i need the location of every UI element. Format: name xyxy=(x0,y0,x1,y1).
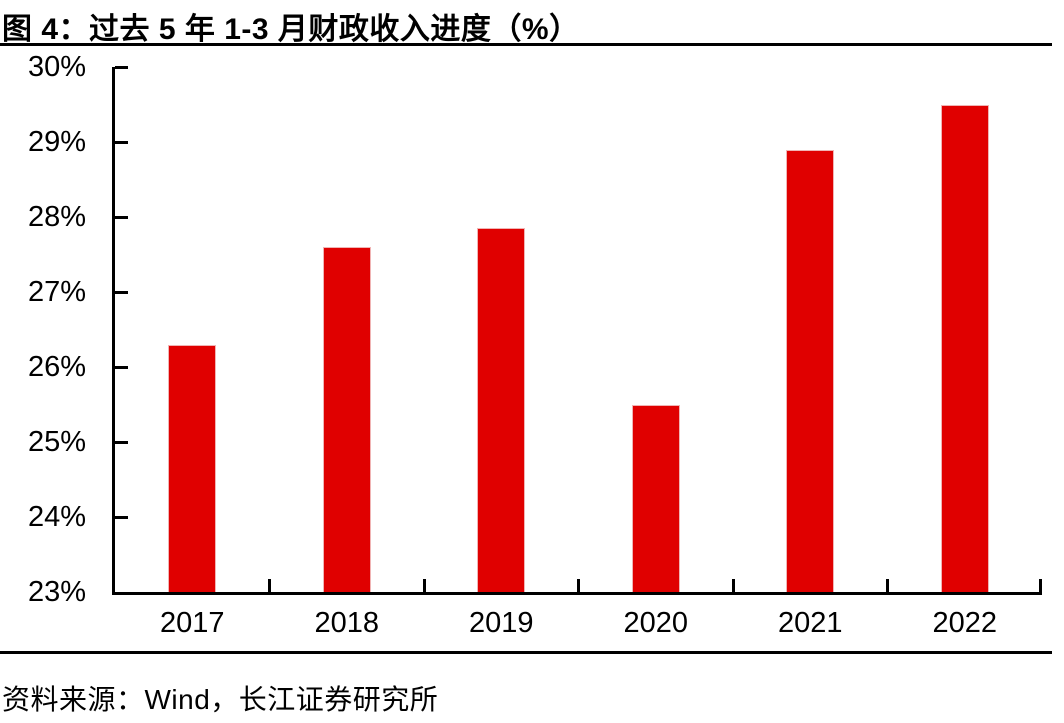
x-tick xyxy=(1039,579,1042,592)
x-category-label: 2019 xyxy=(468,607,534,639)
plot-area xyxy=(112,65,1042,595)
x-category-label: 2017 xyxy=(159,607,225,639)
bar xyxy=(477,228,526,592)
y-tick xyxy=(115,290,128,294)
y-tick xyxy=(115,140,128,144)
y-tick-label: 25% xyxy=(27,426,86,458)
y-tick-label: 24% xyxy=(27,501,86,533)
y-axis-labels: 23% 24% 25% 26% 27% 28% 29% 30% xyxy=(0,52,86,607)
x-tick xyxy=(886,579,889,592)
bar xyxy=(322,247,371,592)
x-tick xyxy=(577,579,580,592)
bar xyxy=(631,404,680,592)
source-note: 资料来源：Wind，长江证券研究所 xyxy=(2,684,439,715)
chart-title: 图 4：过去 5 年 1-3 月财政收入进度（%） xyxy=(2,13,580,46)
y-tick-label: 26% xyxy=(27,351,86,383)
x-category-label: 2020 xyxy=(623,607,688,639)
y-tick-label: 29% xyxy=(27,126,86,158)
bar xyxy=(940,104,989,592)
x-category-label: 2018 xyxy=(314,607,379,639)
y-tick xyxy=(115,440,128,444)
x-axis-labels: 2017 2018 2019 2020 2021 2022 xyxy=(115,606,1042,642)
y-tick-label: 23% xyxy=(27,576,86,608)
y-tick-label: 27% xyxy=(27,276,86,308)
y-tick xyxy=(115,365,128,369)
x-tick xyxy=(731,579,735,592)
x-tick xyxy=(268,579,271,592)
y-tick xyxy=(115,65,128,69)
bar xyxy=(786,149,835,592)
title-underline xyxy=(0,43,1052,46)
y-tick-label: 30% xyxy=(27,51,86,83)
x-tick xyxy=(422,579,426,592)
x-category-label: 2021 xyxy=(777,607,843,639)
bar xyxy=(168,344,217,592)
y-tick xyxy=(115,215,128,219)
y-tick xyxy=(115,515,128,519)
y-tick-label: 28% xyxy=(27,201,86,233)
figure-4-chart: 图 4：过去 5 年 1-3 月财政收入进度（%） 23% 24% 25% 26% 27… xyxy=(0,13,1052,642)
footer-divider xyxy=(0,651,1052,654)
x-category-label: 2022 xyxy=(932,607,997,639)
